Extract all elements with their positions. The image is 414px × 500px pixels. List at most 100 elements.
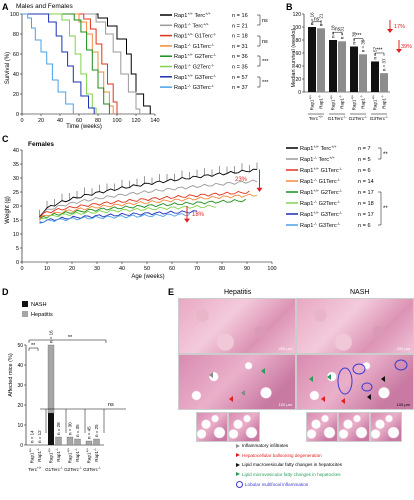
panel-d: D Affected mice (%) NASH Hepatitis 0 10 20 30… (2, 287, 126, 472)
weight-curve-5 (39, 198, 246, 220)
bar-n-label: n = 45 (87, 426, 92, 439)
bar-genotype-label: Rap1+/+ (48, 448, 54, 463)
panel-c: C Females Weight (g) 0 5 10 15 20 25 30 35 40 0 10… (2, 134, 388, 280)
y-tick-label: 100 (10, 12, 19, 18)
group-label: G1Terc-/- (328, 115, 347, 122)
x-tick-label: 140 (150, 118, 159, 124)
survival-curve-3 (22, 13, 118, 114)
y-tick-label: 10 (13, 232, 19, 238)
y-tick-label: 20 (17, 403, 23, 409)
circle-marker-icon (236, 481, 243, 488)
y-tick-label: 15 (13, 218, 19, 224)
legend-label: Hepatitis (31, 312, 53, 318)
x-tick-label: 70 (194, 266, 200, 272)
legend-label: Rap1+/+ Terc+/+ (174, 11, 211, 20)
legend-label: Rap1-/- G2Terc-/- (300, 199, 341, 208)
legend-label: Rap1+/+ G1Terc-/- (174, 31, 217, 40)
sig-label: ** (31, 343, 36, 349)
y-tick-label: 0 (20, 443, 23, 449)
legend-n: n = 7 (358, 146, 371, 152)
legend-item: Inflammatory infiltrates (236, 443, 288, 448)
legend-n: n = 6 (358, 223, 371, 229)
bar-genotype-label: Rap1-/- (318, 95, 324, 109)
sig-label: *** (262, 80, 269, 86)
panel-c-legend: Rap1+/+ Terc+/+ n = 7 Rap1-/- Terc+/+ n = 5… (286, 144, 388, 230)
sig-label: ** (68, 335, 73, 341)
legend-n: n = 14 (358, 179, 374, 185)
legend-n: n = 17 (358, 212, 374, 218)
median-survival-bar (371, 61, 379, 92)
x-tick-label: 60 (76, 118, 82, 124)
hepatitis-bar (93, 438, 100, 446)
sig-bracket (332, 31, 343, 36)
x-tick-label: 100 (267, 266, 276, 272)
panel-c-xlabel: Age (weeks) (131, 274, 164, 280)
x-tick-label: 50 (144, 266, 150, 272)
group-label: G2Terc-/- (349, 115, 368, 122)
x-tick-label: 0 (20, 118, 23, 124)
decrease-arrow-head-icon (256, 187, 263, 192)
survival-curve-1 (22, 13, 151, 114)
x-tick-label: 20 (69, 266, 75, 272)
y-tick-label: 40 (13, 72, 19, 78)
panel-c-axes: 0 5 10 15 20 25 30 35 40 0 10 20 30 40 50 60 70 80 90 100 (13, 148, 277, 272)
panel-a-letter: A (2, 2, 9, 12)
percent-label: 39% (401, 44, 412, 50)
group-label: G1Terc-/- (45, 466, 63, 472)
bar-genotype-label: Rap1+/+ (67, 448, 73, 463)
legend-n: n = 31 (232, 44, 248, 50)
hepatitis-bar (47, 344, 55, 414)
sig-bracket (257, 55, 261, 67)
x-tick-label: 60 (169, 266, 175, 272)
nash-low-mag-image: 200 μm (296, 298, 414, 354)
sig-label: ** (383, 152, 388, 158)
legend-label: NASH (31, 302, 47, 308)
detail-image-5 (370, 412, 402, 442)
panel-c-ylabel: Weight (g) (5, 196, 11, 224)
legend-label: Rap1-/- G1Terc-/- (300, 177, 341, 186)
x-tick-label: 40 (119, 266, 125, 272)
arrow-macrovesicular-icon (381, 376, 385, 382)
x-tick-label: 100 (112, 118, 121, 124)
sig-bracket (311, 21, 322, 25)
x-tick-label: 120 (131, 118, 140, 124)
legend-label: Rap1-/- G3Terc-/- (174, 83, 215, 92)
x-tick-label: 90 (244, 266, 250, 272)
y-tick-label: 30 (17, 383, 23, 389)
legend-label: Rap1-/- G3Terc-/- (300, 221, 341, 230)
bar-n-label: n = 36 (352, 31, 357, 44)
arrow-microvesicular-icon (309, 376, 313, 382)
lobular-inflammation-circle (352, 363, 366, 375)
sig-label: ns (262, 18, 268, 24)
scale-bar-label: 100 μm (396, 402, 410, 407)
panel-a-ylabel: Survival (%) (5, 52, 11, 84)
legend-swatch-nash (22, 301, 28, 307)
bar-genotype-label: Rap1+/+ (330, 95, 336, 110)
weight-curve-1 (39, 168, 258, 218)
percent-label: 23% (235, 177, 248, 183)
detail-image-3 (306, 412, 338, 442)
sig-bracket (28, 339, 107, 343)
legend-n: n = 17 (358, 190, 374, 196)
median-survival-bar (329, 40, 337, 92)
panel-a-xlabel: Time (weeks) (66, 124, 102, 130)
x-tick-label: 40 (57, 118, 63, 124)
panel-b-chart: 0 20 40 60 80 100 120 n = 16 Rap1+/+ n = 21 Rap1-/… (293, 12, 412, 122)
y-tick-label: 60 (13, 52, 19, 58)
hepatitis-high-mag-image: 100 μm (178, 354, 296, 410)
y-tick-label: 40 (295, 64, 301, 70)
weight-curve-3 (39, 190, 250, 219)
bar-genotype-label: Rap1-/- (339, 95, 345, 109)
hepatitis-bar (55, 436, 62, 446)
sig-bracket (257, 76, 261, 88)
panel-a-curves (22, 13, 151, 114)
hepatitis-bar (85, 440, 93, 446)
panel-b-letter: B (286, 2, 293, 12)
bar-n-label: n = 21 (319, 13, 324, 26)
y-tick-label: 40 (13, 148, 19, 154)
y-tick-label: 0 (16, 260, 19, 266)
sig-bracket (28, 347, 39, 351)
sig-bracket (378, 147, 382, 160)
panel-e-letter: E (168, 287, 175, 297)
